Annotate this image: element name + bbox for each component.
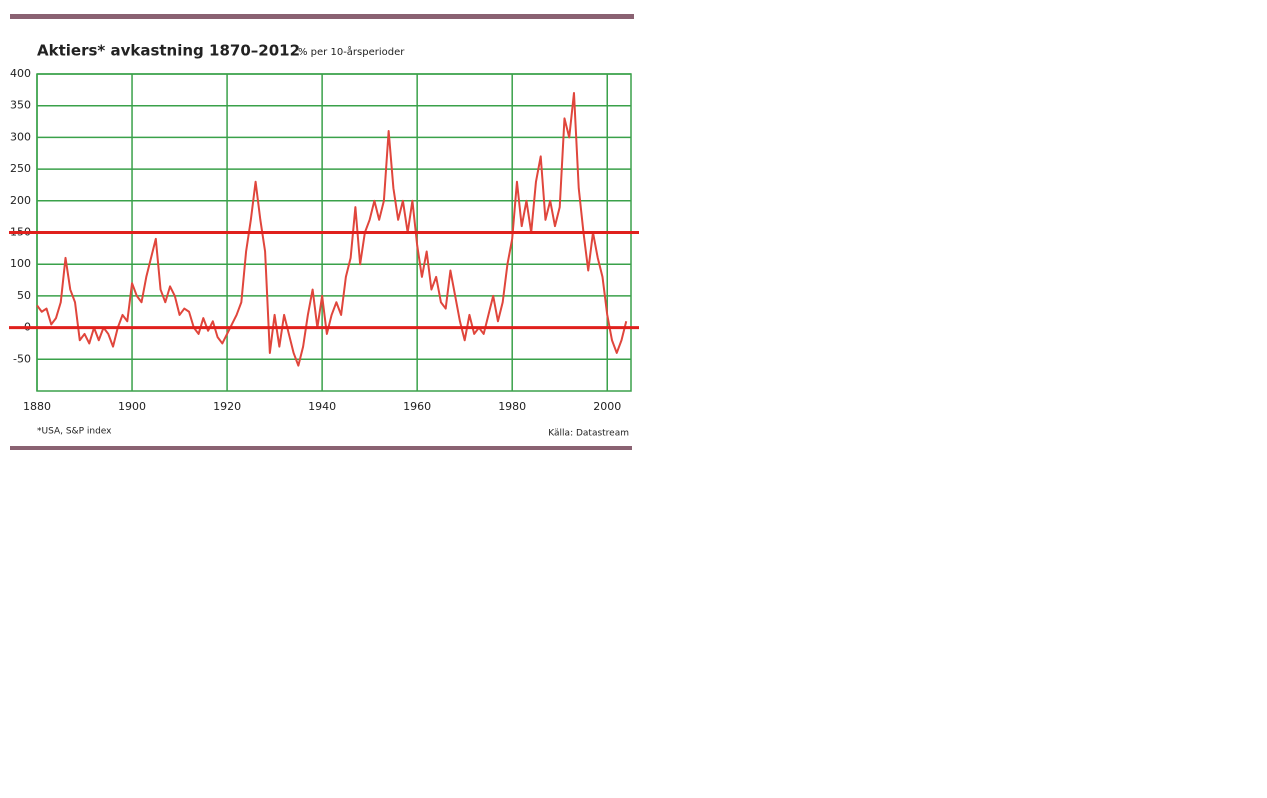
- x-tick-label: 1900: [118, 400, 146, 413]
- y-tick-label: -50: [13, 352, 31, 365]
- y-tick-label: 100: [10, 257, 31, 270]
- y-tick-label: 300: [10, 130, 31, 143]
- y-tick-label: 250: [10, 162, 31, 175]
- y-tick-label: 200: [10, 194, 31, 207]
- chart-subtitle: % per 10-årsperioder: [298, 45, 405, 58]
- x-tick-label: 1960: [403, 400, 431, 413]
- x-tick-label: 1920: [213, 400, 241, 413]
- y-tick-label: 50: [17, 289, 31, 302]
- x-tick-label: 1980: [498, 400, 526, 413]
- y-tick-label: 400: [10, 67, 31, 80]
- chart-title: Aktiers* avkastning 1870–2012: [37, 42, 300, 60]
- footnote: *USA, S&P index: [37, 427, 112, 437]
- source: Källa: Datastream: [548, 429, 629, 439]
- bottom-border: [10, 446, 632, 450]
- x-tick-label: 1880: [23, 400, 51, 413]
- data-line: [36, 92, 628, 367]
- x-tick-label: 2000: [593, 400, 621, 413]
- top-border: [10, 14, 634, 19]
- x-tick-label: 1940: [308, 400, 336, 413]
- y-tick-label: 350: [10, 99, 31, 112]
